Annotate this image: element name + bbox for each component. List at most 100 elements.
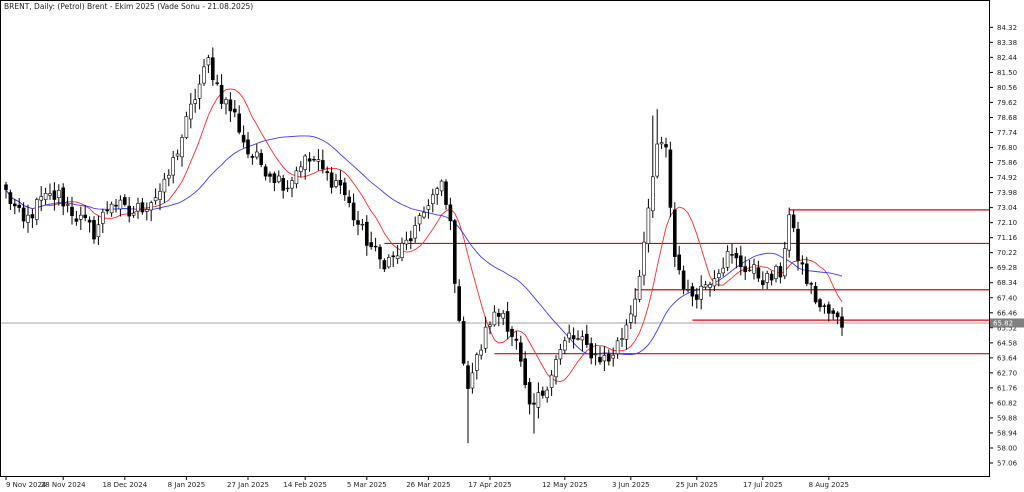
candle [105,201,109,215]
candle [444,179,448,210]
candle [417,212,422,232]
candle [298,161,303,178]
candle [681,265,686,295]
candle [206,54,211,73]
candle [276,170,281,184]
candle [624,319,629,350]
candle [285,180,290,192]
candle [452,218,457,294]
candle [664,137,668,158]
candle [470,362,475,394]
candle [145,202,149,221]
candle [835,311,840,325]
candle [237,105,241,135]
candle [492,305,497,327]
candle [52,182,57,211]
candle [342,177,347,201]
candle [457,279,462,323]
candle [505,301,510,340]
candle [831,308,836,320]
y-tick-label: 57.06 [997,460,1018,468]
candle [699,275,704,310]
candle [26,204,30,233]
candle [606,349,611,366]
candle [642,231,646,286]
candle [800,255,805,275]
y-tick-label: 59.88 [997,414,1017,422]
candle [593,343,598,366]
candle [158,183,162,211]
candle [391,251,396,267]
y-tick-label: 69.28 [997,264,1017,272]
y-tick-label: 81.50 [997,69,1017,77]
candle [114,198,118,213]
y-tick-label: 76.80 [997,144,1017,152]
price-axis[interactable]: 84.32 83.38 82.44 81.50 80.56 79.62 78.68 77.74… [989,24,1018,468]
y-tick-label: 82.44 [997,54,1018,62]
x-tick-label: 8 Aug 2025 [809,481,849,489]
candle [562,336,567,355]
candle [87,216,92,233]
candle [778,262,783,284]
candle [153,188,158,205]
candle [149,200,153,222]
candle [263,164,268,181]
x-tick-label: 3 Jun 2025 [612,481,650,489]
candle [290,176,294,198]
candle [136,197,140,219]
candle [483,316,488,353]
candle [686,279,690,293]
candle [589,337,594,365]
candle [694,287,699,309]
candle [628,305,633,330]
candle [8,189,13,211]
candle [822,303,827,314]
candle [400,237,404,262]
x-tick-label: 25 Jun 2025 [676,481,718,489]
candle [83,204,87,222]
y-tick-label: 74.92 [997,174,1017,182]
candle [356,211,360,236]
candle [435,186,440,205]
candle [13,198,17,215]
candle [540,386,545,399]
y-tick-label: 67.40 [997,294,1017,302]
candle [404,231,409,251]
candle [65,196,70,213]
candle [272,171,277,192]
y-tick-label: 62.70 [997,369,1017,377]
candle [162,173,167,203]
candle [386,254,391,269]
candle [347,190,352,208]
candle [17,197,22,213]
candle [558,343,563,365]
y-tick-label: 83.38 [997,39,1017,47]
candle [228,92,233,122]
candle [259,149,264,168]
candle [312,155,316,162]
candle [378,244,382,269]
candle [760,271,765,289]
candle [21,202,26,229]
candle [184,111,189,140]
candle [523,351,528,389]
candle [474,352,479,380]
candle [70,196,74,225]
candle [479,344,484,360]
candle [461,316,466,366]
candle [620,327,624,348]
candle [101,208,105,234]
candle [796,221,800,271]
candle [496,308,501,327]
candle [255,144,259,160]
candle [668,141,673,218]
candle [743,256,748,280]
x-tick-label: 9 Nov 2024 [6,481,47,489]
x-tick-label: 26 Mar 2025 [406,481,450,489]
candle [395,245,400,264]
candle [171,151,175,184]
candle [197,74,202,110]
